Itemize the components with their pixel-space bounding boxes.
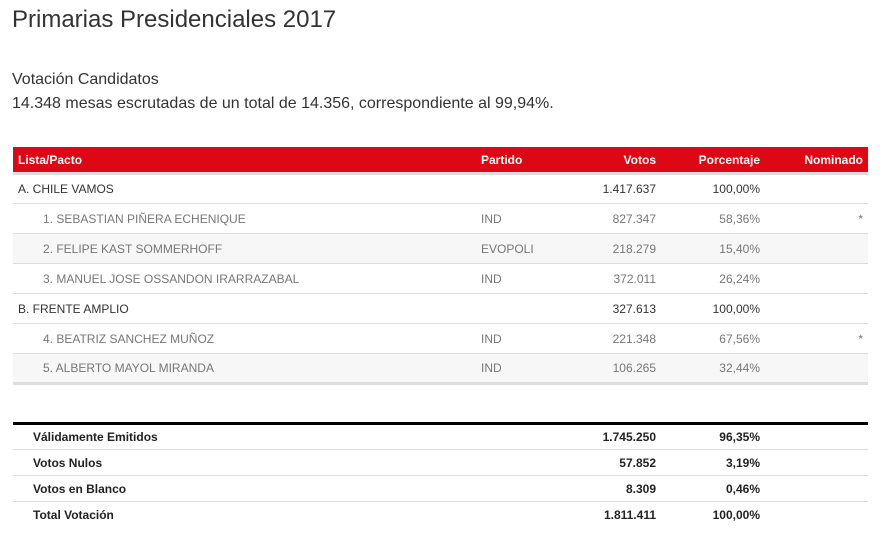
candidate-row: 2. FELIPE KAST SOMMERHOFF EVOPOLI 218.279 1… bbox=[13, 233, 868, 264]
empty-cell bbox=[476, 450, 581, 476]
totals-votos: 1.745.250 bbox=[602, 430, 656, 444]
pacto-row: A. CHILE VAMOS 1.417.637 100,00% bbox=[13, 174, 868, 204]
header-porcentaje: Porcentaje bbox=[661, 147, 765, 175]
header-nominado: Nominado bbox=[765, 147, 868, 175]
table-header-row: Lista/Pacto Partido Votos Porcentaje Nom… bbox=[13, 147, 868, 175]
name-cell: 3. MANUEL JOSE OSSANDON IRARRAZABAL bbox=[43, 271, 300, 286]
partido-cell: IND bbox=[481, 361, 502, 375]
totals-row: Válidamente Emitidos 1.745.250 96,35% bbox=[13, 424, 868, 450]
votos-cell: 106.265 bbox=[612, 361, 656, 375]
porcentaje-cell: 67,56% bbox=[719, 331, 760, 346]
partido-cell: IND bbox=[481, 211, 502, 226]
section-subtitle: Votación Candidatos bbox=[12, 71, 159, 88]
results-table: Lista/Pacto Partido Votos Porcentaje Nom… bbox=[13, 147, 868, 385]
pacto-row: B. FRENTE AMPLIO 327.613 100,00% bbox=[13, 294, 868, 324]
name-cell: A. CHILE VAMOS bbox=[18, 182, 114, 196]
empty-cell bbox=[476, 476, 581, 502]
count-summary: 14.348 mesas escrutadas de un total de 1… bbox=[12, 95, 554, 112]
empty-cell bbox=[765, 424, 868, 450]
candidate-row: 5. ALBERTO MAYOL MIRANDA IND 106.265 32,44% bbox=[13, 353, 868, 384]
totals-votos: 57.852 bbox=[619, 455, 656, 470]
nominado-cell bbox=[765, 294, 868, 324]
candidate-row: 1. SEBASTIAN PIÑERA ECHENIQUE IND 827.347 5… bbox=[13, 204, 868, 234]
porcentaje-cell: 15,40% bbox=[719, 241, 760, 256]
empty-cell bbox=[476, 424, 581, 450]
votos-cell: 221.348 bbox=[612, 331, 656, 346]
totals-label: Válidamente Emitidos bbox=[33, 430, 158, 444]
header-lista: Lista/Pacto bbox=[13, 147, 476, 175]
votos-cell: 827.347 bbox=[612, 211, 656, 226]
totals-table: Válidamente Emitidos 1.745.250 96,35% Votos… bbox=[13, 422, 868, 528]
name-cell: B. FRENTE AMPLIO bbox=[18, 301, 129, 316]
nominado-cell bbox=[765, 174, 868, 204]
porcentaje-cell: 58,36% bbox=[719, 211, 760, 226]
nominado-cell bbox=[765, 234, 868, 264]
totals-label: Total Votación bbox=[33, 507, 114, 522]
nominado-cell bbox=[765, 264, 868, 294]
name-cell: 2. FELIPE KAST SOMMERHOFF bbox=[43, 241, 223, 256]
header-partido: Partido bbox=[476, 147, 581, 175]
empty-cell bbox=[765, 476, 868, 502]
nominado-cell: * bbox=[858, 331, 863, 346]
porcentaje-cell: 100,00% bbox=[712, 301, 760, 316]
porcentaje-cell: 100,00% bbox=[712, 182, 760, 196]
partido-cell bbox=[476, 294, 581, 324]
totals-label: Votos Nulos bbox=[33, 455, 103, 470]
empty-cell bbox=[476, 502, 581, 528]
empty-cell bbox=[765, 450, 868, 476]
totals-porcentaje: 3,19% bbox=[725, 455, 760, 470]
votos-cell: 1.417.637 bbox=[602, 182, 656, 196]
candidate-row: 4. BEATRIZ SANCHEZ MUÑOZ IND 221.348 67,56%… bbox=[13, 324, 868, 354]
name-cell: 4. BEATRIZ SANCHEZ MUÑOZ bbox=[43, 331, 215, 346]
votos-cell: 327.613 bbox=[612, 301, 656, 316]
partido-cell: EVOPOLI bbox=[481, 241, 534, 256]
votos-cell: 372.011 bbox=[613, 271, 657, 286]
totals-porcentaje: 96,35% bbox=[719, 430, 760, 444]
partido-cell bbox=[476, 174, 581, 204]
empty-cell bbox=[765, 502, 868, 528]
votos-cell: 218.279 bbox=[612, 241, 656, 256]
totals-porcentaje: 100,00% bbox=[712, 507, 760, 522]
totals-porcentaje: 0,46% bbox=[725, 481, 760, 496]
totals-label: Votos en Blanco bbox=[33, 481, 127, 496]
nominado-cell: * bbox=[858, 211, 863, 226]
candidate-row: 3. MANUEL JOSE OSSANDON IRARRAZABAL IND 37… bbox=[13, 264, 868, 294]
header-votos: Votos bbox=[581, 147, 661, 175]
totals-row: Votos Nulos 57.852 3,19% bbox=[13, 450, 868, 476]
totals-row: Total Votación 1.811.411 100,00% bbox=[13, 502, 868, 528]
partido-cell: IND bbox=[481, 331, 502, 346]
totals-votos: 8.309 bbox=[625, 481, 656, 496]
porcentaje-cell: 32,44% bbox=[719, 361, 760, 375]
page-title: Primarias Presidenciales 2017 bbox=[12, 6, 337, 33]
name-cell: 5. ALBERTO MAYOL MIRANDA bbox=[43, 361, 214, 375]
partido-cell: IND bbox=[481, 271, 502, 286]
nominado-cell bbox=[765, 354, 868, 384]
totals-votos: 1.811.411 bbox=[603, 507, 656, 522]
name-cell: 1. SEBASTIAN PIÑERA ECHENIQUE bbox=[43, 211, 246, 226]
porcentaje-cell: 26,24% bbox=[719, 271, 760, 286]
totals-row: Votos en Blanco 8.309 0,46% bbox=[13, 476, 868, 502]
